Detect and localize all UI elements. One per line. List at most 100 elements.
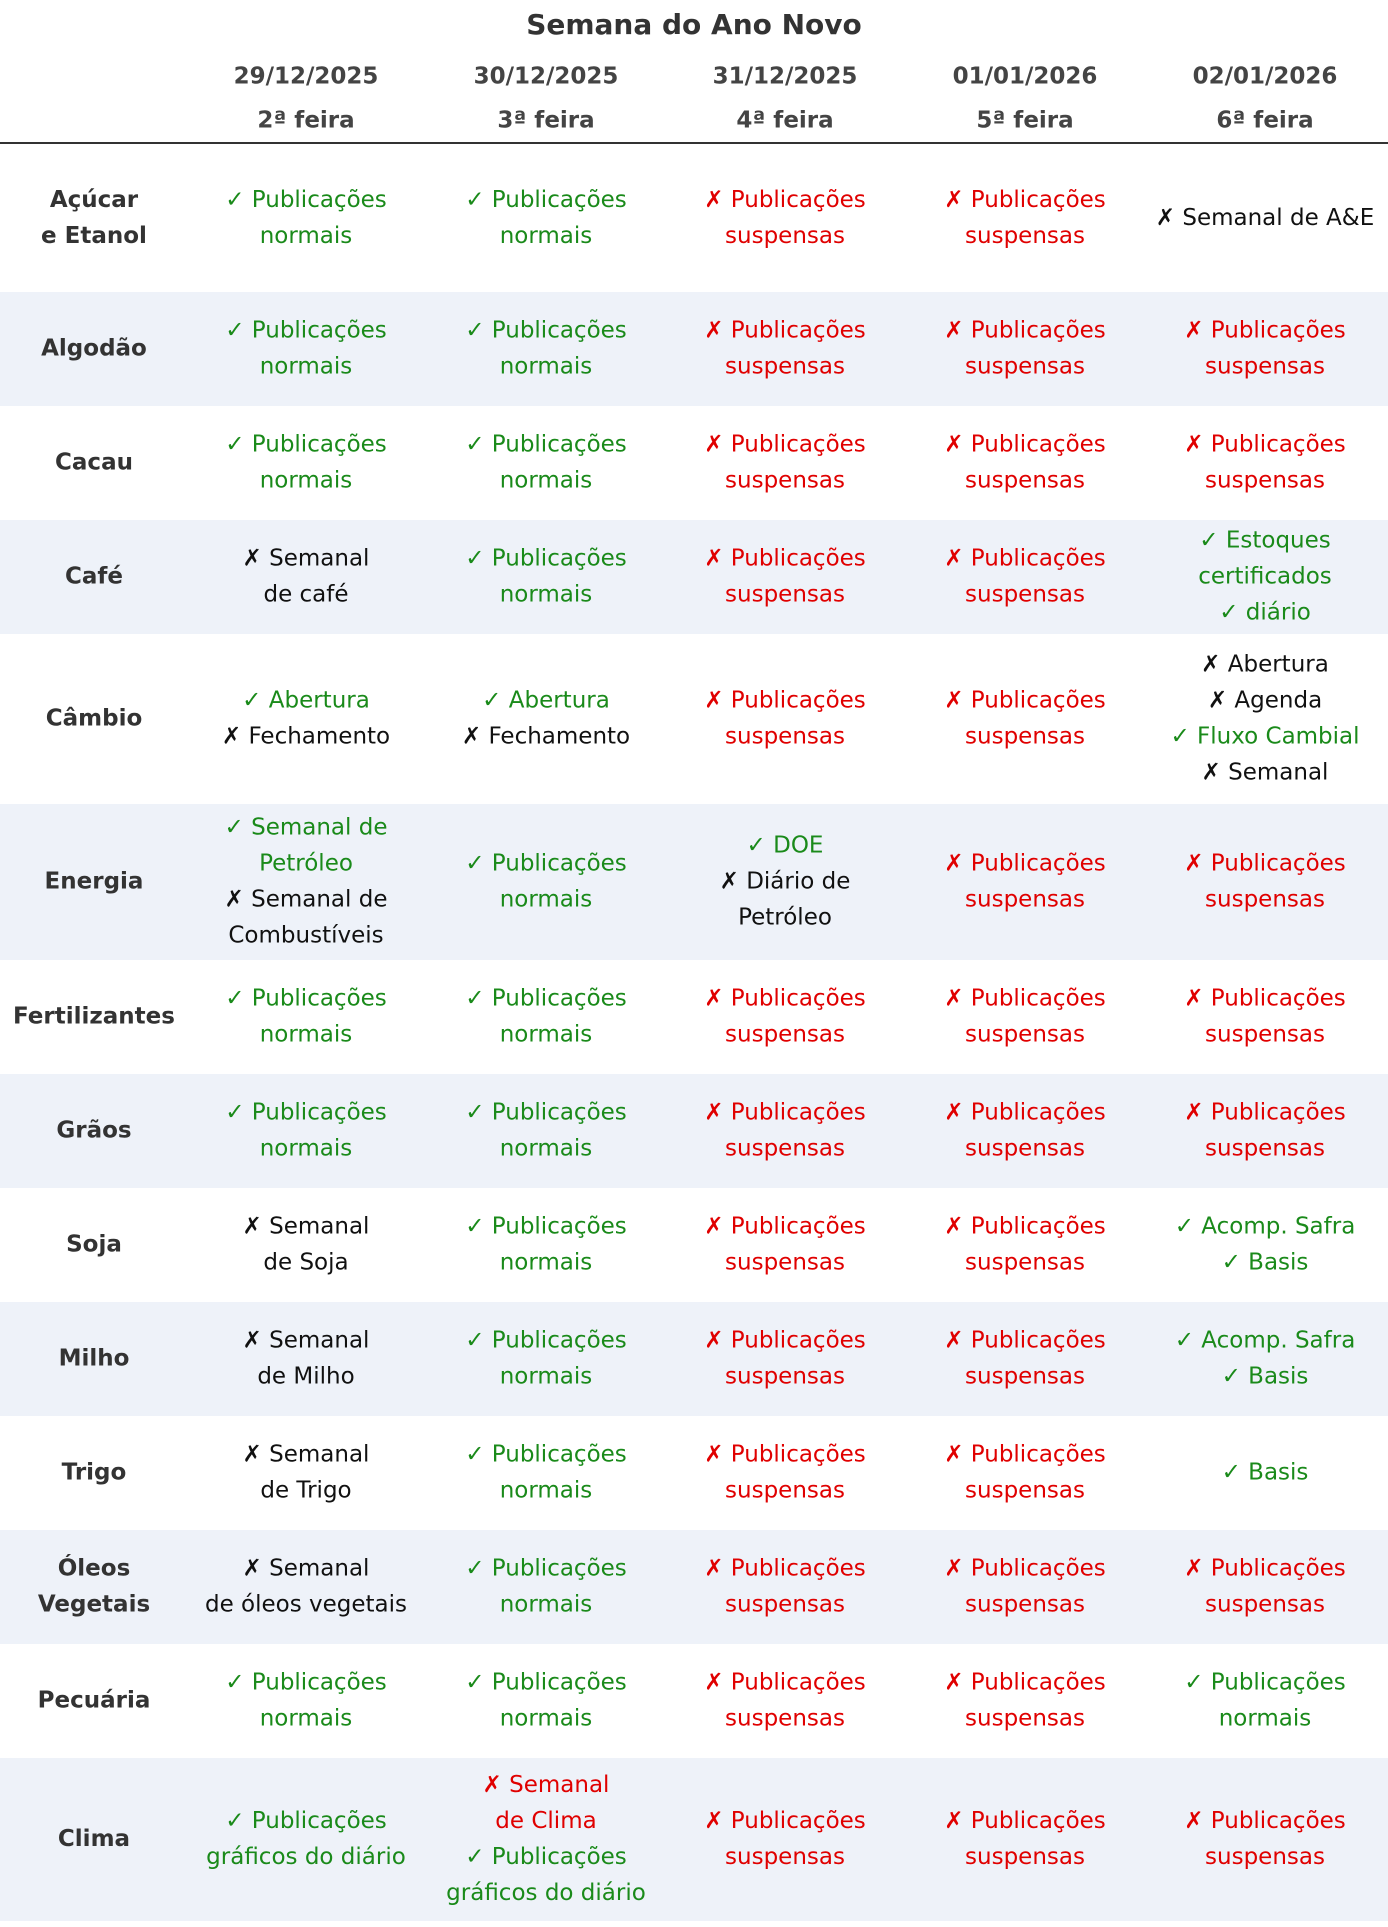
- column-date: 01/01/2026: [953, 64, 1098, 90]
- column-date: 29/12/2025: [234, 64, 379, 90]
- cell-line: suspensas: [725, 1592, 845, 1618]
- cell-line: ✗ Publicações: [1184, 1100, 1346, 1126]
- cell-line: ✗ Publicações: [704, 1670, 866, 1696]
- cell-line: ✗ Publicações: [1184, 318, 1346, 344]
- column-weekday: 4ª feira: [736, 108, 833, 134]
- cell-line: ✗ Publicações: [704, 546, 866, 572]
- cell-line: ✓ Publicações: [465, 432, 627, 458]
- cell-line: ✗ Fechamento: [462, 724, 630, 750]
- cell-line: ✓ Acomp. Safra: [1175, 1328, 1356, 1354]
- cell-line: suspensas: [725, 1022, 845, 1048]
- cell-line: ✗ Publicações: [704, 688, 866, 714]
- cell-line: ✗ Publicações: [944, 851, 1106, 877]
- cell-line: ✗ Publicações: [944, 1100, 1106, 1126]
- row-label: Energia: [45, 869, 144, 895]
- column-date: 02/01/2026: [1193, 64, 1338, 90]
- cell-line: suspensas: [1205, 1592, 1325, 1618]
- cell-line: de óleos vegetais: [205, 1592, 407, 1618]
- cell-line: certificados: [1198, 564, 1332, 590]
- cell-line: ✓ Publicações: [465, 1328, 627, 1354]
- cell-line: ✗ Semanal de: [225, 887, 388, 913]
- cell-line: ✓ Publicações: [465, 546, 627, 572]
- cell-line: normais: [500, 223, 593, 249]
- cell-line: ✗ Semanal: [243, 1442, 370, 1468]
- cell-line: suspensas: [725, 1136, 845, 1162]
- row-band: [0, 804, 1388, 960]
- cell-line: normais: [1219, 1706, 1312, 1732]
- cell-line: ✓ Publicações: [225, 1100, 387, 1126]
- row-band: [0, 1074, 1388, 1188]
- cell-line: suspensas: [725, 1706, 845, 1732]
- cell-line: suspensas: [965, 1844, 1085, 1870]
- cell-line: ✗ Publicações: [704, 1328, 866, 1354]
- cell-line: ✗ Publicações: [944, 1808, 1106, 1834]
- cell-line: Combustíveis: [228, 923, 383, 949]
- cell-line: suspensas: [965, 724, 1085, 750]
- row-label: Clima: [58, 1826, 130, 1852]
- row-label: e Etanol: [41, 223, 147, 249]
- cell-line: ✓ Basis: [1222, 1460, 1309, 1486]
- row-label: Pecuária: [38, 1688, 151, 1714]
- cell-line: de Clima: [495, 1808, 596, 1834]
- row-label: Vegetais: [38, 1592, 150, 1618]
- cell-line: ✗ Publicações: [944, 986, 1106, 1012]
- cell-line: ✓ Publicações: [465, 1844, 627, 1870]
- cell-line: ✗ Semanal: [243, 546, 370, 572]
- cell-line: suspensas: [725, 1250, 845, 1276]
- cell-line: Petróleo: [259, 851, 353, 877]
- cell-line: normais: [500, 1250, 593, 1276]
- cell-line: ✗ Publicações: [1184, 986, 1346, 1012]
- column-weekday: 2ª feira: [257, 108, 354, 134]
- row-band: [0, 1530, 1388, 1644]
- cell-line: suspensas: [965, 582, 1085, 608]
- cell-line: suspensas: [1205, 354, 1325, 380]
- cell-line: ✗ Publicações: [944, 1556, 1106, 1582]
- cell-line: ✓ Publicações: [225, 1670, 387, 1696]
- cell-line: ✗ Publicações: [704, 187, 866, 213]
- cell-line: suspensas: [965, 468, 1085, 494]
- cell-line: ✗ Semanal: [243, 1556, 370, 1582]
- cell-line: suspensas: [965, 1250, 1085, 1276]
- cell-line: ✗ Publicações: [1184, 1556, 1346, 1582]
- cell-line: ✗ Publicações: [944, 688, 1106, 714]
- cell-line: ✓ Basis: [1222, 1364, 1309, 1390]
- cell-line: ✓ Publicações: [465, 1214, 627, 1240]
- row-label: Grãos: [56, 1118, 131, 1144]
- cell-line: normais: [500, 1592, 593, 1618]
- cell-line: normais: [500, 1364, 593, 1390]
- cell-line: suspensas: [1205, 887, 1325, 913]
- cell-line: ✗ Publicações: [704, 1214, 866, 1240]
- row-band: [0, 520, 1388, 634]
- row-label: Algodão: [41, 336, 147, 362]
- cell-line: normais: [260, 1706, 353, 1732]
- cell-line: ✓ DOE: [747, 833, 824, 859]
- cell-line: suspensas: [1205, 1844, 1325, 1870]
- cell-line: ✓ Fluxo Cambial: [1170, 724, 1359, 750]
- cell-line: ✗ Fechamento: [222, 724, 390, 750]
- cell-line: normais: [500, 1136, 593, 1162]
- cell-line: ✗ Agenda: [1208, 688, 1322, 714]
- cell-line: suspensas: [725, 223, 845, 249]
- cell-line: ✓ Publicações: [225, 432, 387, 458]
- cell-line: de Milho: [257, 1364, 354, 1390]
- cell-line: ✓ Publicações: [465, 318, 627, 344]
- cell-line: ✓ Publicações: [1184, 1670, 1346, 1696]
- cell-line: ✓ Publicações: [465, 851, 627, 877]
- cell-line: suspensas: [725, 724, 845, 750]
- cell-line: ✓ Publicações: [465, 1670, 627, 1696]
- column-weekday: 5ª feira: [976, 108, 1073, 134]
- cell-line: normais: [260, 223, 353, 249]
- cell-line: suspensas: [965, 354, 1085, 380]
- row-band: [0, 292, 1388, 406]
- row-label: Cacau: [55, 450, 133, 476]
- cell-line: normais: [500, 582, 593, 608]
- cell-line: de Soja: [263, 1250, 348, 1276]
- cell-line: ✓ Publicações: [225, 318, 387, 344]
- cell-line: ✓ Publicações: [465, 1442, 627, 1468]
- row-label: Fertilizantes: [13, 1004, 175, 1030]
- cell-line: ✗ Publicações: [944, 546, 1106, 572]
- cell-line: ✗ Semanal: [483, 1772, 610, 1798]
- cell-line: normais: [500, 1706, 593, 1732]
- cell-line: de café: [263, 582, 348, 608]
- cell-line: ✗ Semanal: [243, 1328, 370, 1354]
